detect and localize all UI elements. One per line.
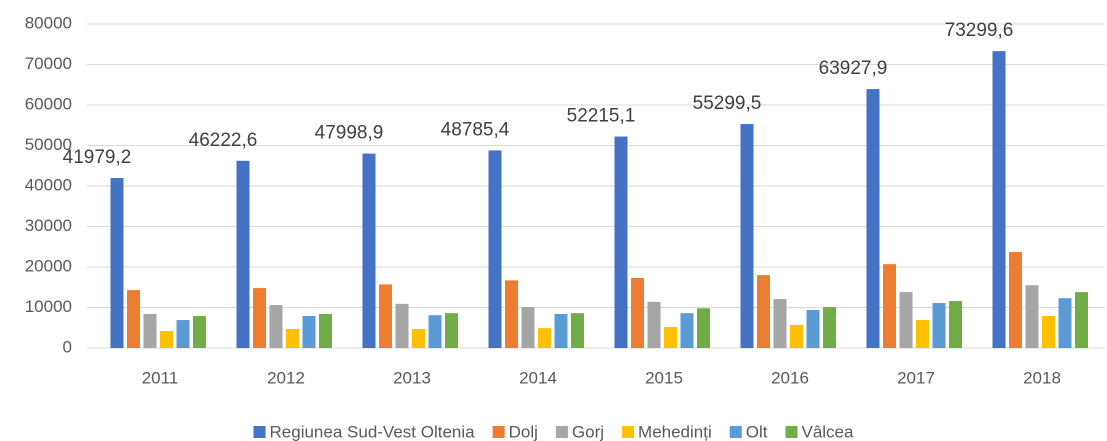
bar <box>773 298 787 348</box>
bar <box>680 313 694 348</box>
legend-label: Vâlcea <box>801 422 854 441</box>
bar <box>757 275 770 348</box>
bar <box>143 313 157 348</box>
data-label: 46222,6 <box>189 130 258 151</box>
legend-swatch <box>729 426 742 438</box>
bar <box>110 177 124 348</box>
bar <box>428 315 442 348</box>
bar <box>193 316 206 348</box>
bar <box>521 307 535 348</box>
bar <box>806 309 820 348</box>
bar <box>488 150 502 348</box>
bar <box>160 330 173 348</box>
bar <box>269 305 283 348</box>
bar <box>554 313 568 348</box>
y-tick-label: 70000 <box>25 54 72 73</box>
y-tick-label: 0 <box>63 337 72 356</box>
legend-label: Regiunea Sud-Vest Oltenia <box>270 422 476 441</box>
bar <box>302 316 316 348</box>
bar <box>505 280 518 348</box>
legend-label: Dolj <box>509 422 538 441</box>
bar <box>395 303 409 348</box>
bar <box>932 303 946 348</box>
data-label: 47998,9 <box>315 123 384 144</box>
data-label: 73299,6 <box>945 20 1014 41</box>
x-tick-label: 2018 <box>1023 368 1061 387</box>
x-tick-label: 2012 <box>267 368 305 387</box>
data-label: 52215,1 <box>567 106 636 127</box>
bar <box>916 320 929 348</box>
bar <box>1025 285 1039 348</box>
y-tick-label: 60000 <box>25 94 72 113</box>
bar <box>823 307 836 348</box>
bar <box>647 301 661 348</box>
x-tick-label: 2014 <box>519 368 557 387</box>
data-label: 63927,9 <box>819 58 888 79</box>
bar <box>379 284 392 348</box>
x-tick-label: 2015 <box>645 368 683 387</box>
legend-swatch <box>555 426 568 438</box>
x-tick-label: 2016 <box>771 368 809 387</box>
y-tick-label: 10000 <box>25 297 72 316</box>
y-tick-label: 40000 <box>25 175 72 194</box>
bar <box>1042 316 1055 348</box>
legend-swatch <box>785 426 798 438</box>
legend-label: Olt <box>746 422 768 441</box>
bar <box>286 328 299 348</box>
legend-swatch <box>622 426 635 438</box>
bar <box>127 290 140 348</box>
data-label: 48785,4 <box>441 119 510 140</box>
y-tick-label: 20000 <box>25 256 72 275</box>
y-tick-label: 80000 <box>25 13 72 32</box>
bar <box>614 136 628 348</box>
bar <box>412 328 425 348</box>
data-label: 55299,5 <box>693 93 762 114</box>
bar <box>319 313 332 348</box>
bar <box>571 313 584 348</box>
bar <box>883 264 896 348</box>
y-tick-label: 30000 <box>25 216 72 235</box>
bar <box>362 153 376 348</box>
bar <box>949 301 962 348</box>
data-label: 41979,2 <box>63 147 132 168</box>
bar <box>538 328 551 348</box>
y-tick-label: 50000 <box>25 135 72 154</box>
bar <box>236 160 250 348</box>
legend-swatch <box>492 426 505 438</box>
legend-swatch <box>253 426 266 438</box>
bar <box>631 277 644 348</box>
bar <box>992 51 1006 348</box>
bar <box>790 324 803 348</box>
x-tick-label: 2017 <box>897 368 935 387</box>
bar <box>1009 252 1022 348</box>
bar <box>899 292 913 348</box>
bar <box>664 326 677 348</box>
bar <box>1058 298 1072 348</box>
bar <box>697 308 710 348</box>
x-tick-label: 2011 <box>142 368 179 387</box>
bar <box>445 313 458 348</box>
bar <box>740 124 754 349</box>
legend-label: Gorj <box>572 422 604 441</box>
x-tick-label: 2013 <box>393 368 431 387</box>
bar <box>253 288 266 348</box>
bar <box>176 320 190 348</box>
bar <box>866 89 880 348</box>
legend-label: Mehedinți <box>638 422 712 441</box>
bar <box>1075 292 1088 348</box>
